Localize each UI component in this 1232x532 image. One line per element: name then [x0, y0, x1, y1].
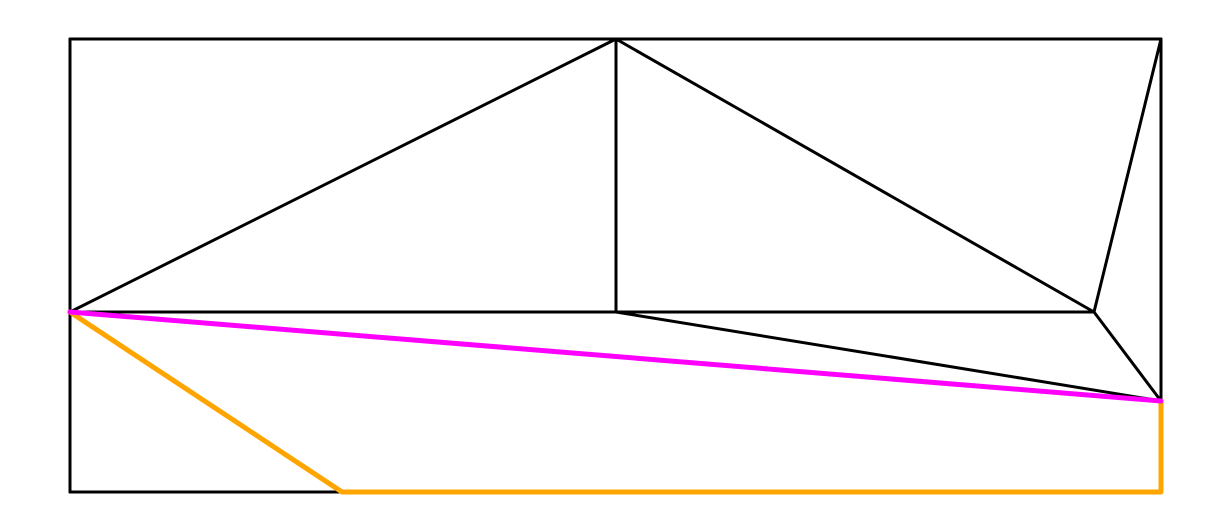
- internal-edges: [70, 39, 1161, 401]
- diagonal-inner-right-to-lower-right: [1094, 312, 1161, 401]
- diagonal-top-middle-to-inner-right: [616, 39, 1094, 312]
- magenta-highlight-diagonal: [70, 312, 1161, 401]
- highlighted-edges: [70, 312, 1161, 492]
- diagonal-left-to-top-middle: [70, 39, 616, 312]
- diagonal-middle-to-lower-right: [616, 312, 1161, 401]
- orange-highlight-path: [70, 312, 1161, 492]
- diagonal-top-right-to-inner-right: [1094, 39, 1161, 312]
